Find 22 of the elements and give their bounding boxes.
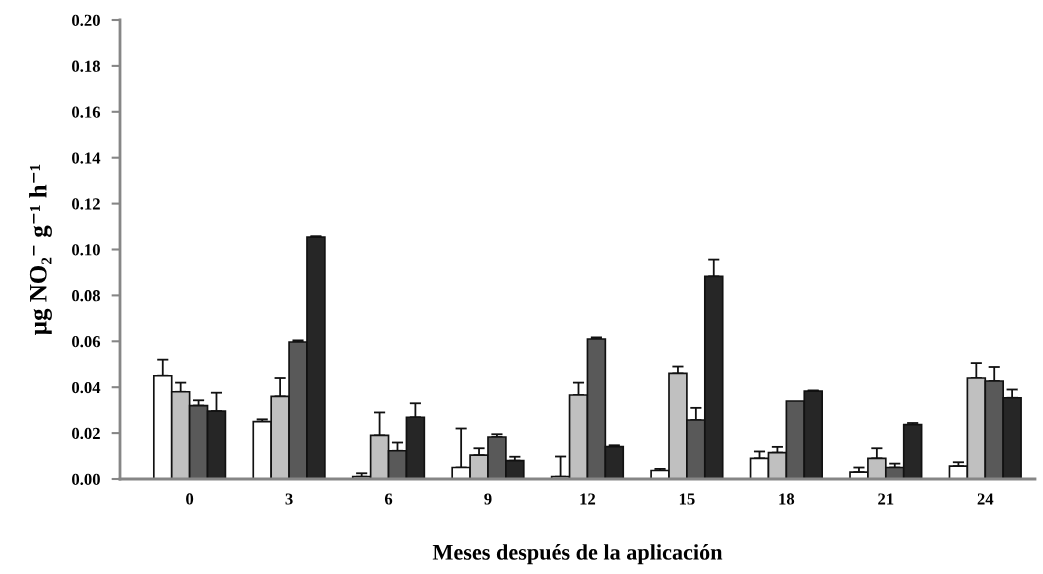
x-tick-label: 24 (977, 493, 994, 505)
x-axis-title: Meses después de la aplicación (432, 544, 723, 565)
y-tick-label: 0.18 (72, 60, 100, 72)
y-tick-label: 0.16 (72, 106, 101, 118)
y-tick-label: 0.12 (72, 198, 100, 210)
x-tick-label: 21 (878, 493, 894, 505)
x-tick-label: 18 (779, 493, 795, 505)
y-axis-title: µg NO₂⁻ g⁻¹ h⁻¹ (29, 164, 52, 335)
x-tick-label: 12 (580, 493, 596, 505)
y-tick-label: 0.10 (72, 244, 100, 256)
y-tick-label: 0.00 (72, 473, 100, 486)
x-tick-label: 3 (285, 493, 293, 505)
y-tick-label: 0.08 (72, 290, 100, 302)
y-tick-label: 0.02 (72, 427, 100, 440)
x-tick-label: 9 (484, 493, 492, 505)
x-tick-label: 15 (679, 493, 695, 505)
x-tick-label: 6 (384, 493, 393, 505)
y-tick-label: 0.20 (72, 14, 100, 27)
y-tick-label: 0.06 (72, 336, 101, 348)
y-tick-label: 0.14 (72, 152, 101, 164)
y-tick-label: 0.04 (72, 381, 101, 394)
x-tick-label: 0 (186, 493, 194, 505)
